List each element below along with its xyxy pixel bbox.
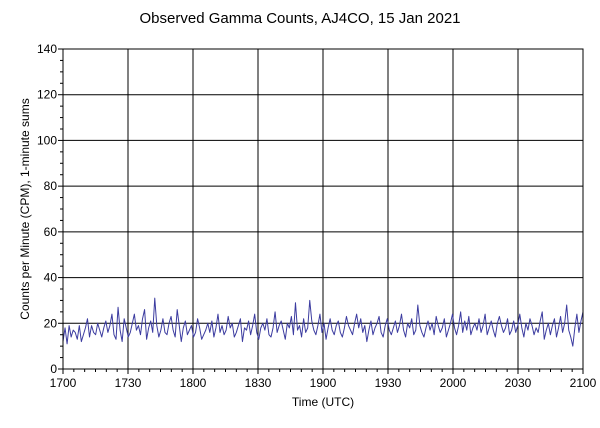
grid-lines xyxy=(63,49,583,369)
x-tick-label: 1930 xyxy=(375,376,402,390)
x-axis-label: Time (UTC) xyxy=(292,395,354,409)
y-tick-label: 0 xyxy=(50,362,57,376)
x-tick-label: 1730 xyxy=(115,376,142,390)
y-tick-label: 60 xyxy=(44,225,58,239)
x-tick-label: 1830 xyxy=(245,376,272,390)
chart-title: Observed Gamma Counts, AJ4CO, 15 Jan 202… xyxy=(139,10,461,27)
x-tick-label: 1700 xyxy=(50,376,77,390)
y-axis-label: Counts per Minute (CPM), 1-minute sums xyxy=(18,98,32,319)
x-tick-label: 2100 xyxy=(570,376,597,390)
y-tick-label: 40 xyxy=(44,271,58,285)
y-tick-label: 120 xyxy=(37,88,57,102)
x-tick-label: 1900 xyxy=(310,376,337,390)
x-tick-label: 1800 xyxy=(180,376,207,390)
series-line-gamma-counts xyxy=(62,297,584,347)
y-tick-label: 20 xyxy=(44,316,58,330)
x-tick-label: 2000 xyxy=(440,376,467,390)
axis-ticks xyxy=(58,48,584,374)
y-tick-label: 140 xyxy=(37,42,57,56)
series-layer xyxy=(62,297,584,347)
y-tick-label: 100 xyxy=(37,133,57,147)
tick-labels: 1700 1730 1800 1830 1900 1930 2000 2030 2100 0 20 4… xyxy=(37,42,597,390)
x-tick-label: 2030 xyxy=(505,376,532,390)
y-tick-label: 80 xyxy=(44,179,58,193)
